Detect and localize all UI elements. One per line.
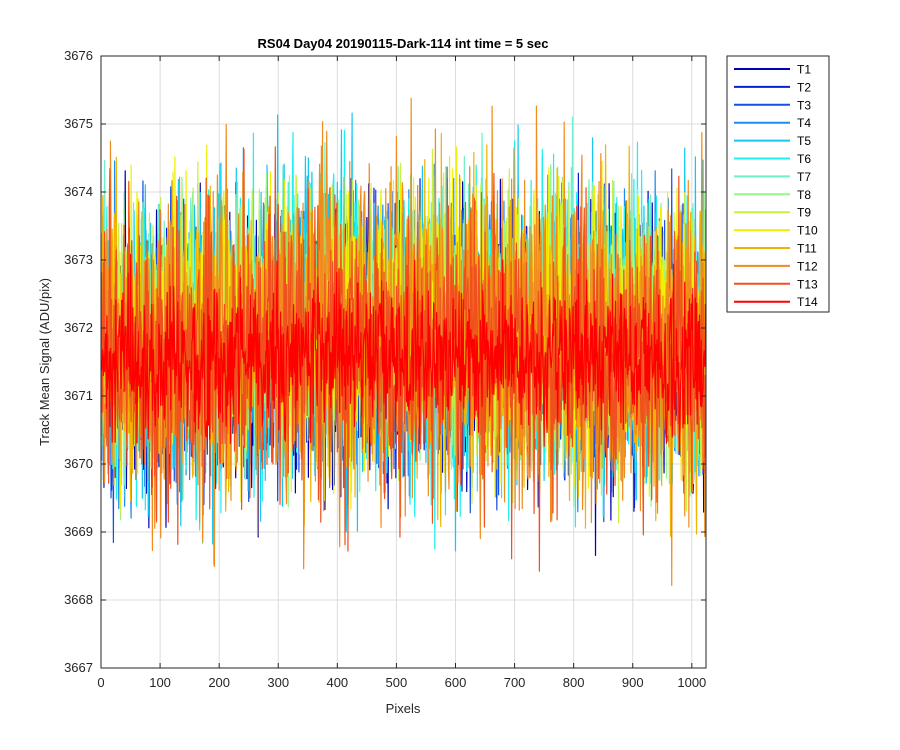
y-tick-label: 3672 xyxy=(64,320,93,335)
series-line-t14 xyxy=(101,253,706,456)
legend-box xyxy=(726,55,830,313)
legend-label-t11: T11 xyxy=(797,242,817,256)
x-tick-label: 500 xyxy=(386,675,408,690)
series-layer xyxy=(101,97,706,586)
legend-label-t3: T3 xyxy=(797,98,811,112)
y-tick-label: 3668 xyxy=(64,592,93,607)
y-axis: 3667 3668 3669 3670 3671 3672 3673 3674 3675 3676 xyxy=(64,48,706,675)
x-tick-label: 0 xyxy=(97,675,104,690)
legend-label-t1: T1 xyxy=(797,63,811,77)
legend-label-t4: T4 xyxy=(797,116,811,130)
x-tick-label: 100 xyxy=(149,675,171,690)
legend-label-t8: T8 xyxy=(797,188,811,202)
legend-label-t12: T12 xyxy=(797,259,818,273)
legend-label-t14: T14 xyxy=(797,295,818,309)
x-tick-label: 600 xyxy=(445,675,467,690)
legend-label-t9: T9 xyxy=(797,206,811,220)
legend-label-t6: T6 xyxy=(797,152,811,166)
y-tick-label: 3673 xyxy=(64,252,93,267)
x-tick-label: 700 xyxy=(504,675,526,690)
plot-frame xyxy=(100,55,707,669)
legend-label-t13: T13 xyxy=(797,277,818,291)
y-tick-label: 3669 xyxy=(64,524,93,539)
y-tick-label: 3671 xyxy=(64,388,93,403)
y-axis-label: Track Mean Signal (ADU/pix) xyxy=(37,278,52,446)
x-axis: 0 100 200 300 400 500 600 700 800 900 1000 xyxy=(97,56,706,690)
x-tick-label: 400 xyxy=(326,675,348,690)
y-tick-label: 3667 xyxy=(64,660,93,675)
x-axis-label: Pixels xyxy=(386,701,421,716)
legend-label-t5: T5 xyxy=(797,134,811,148)
x-tick-label: 300 xyxy=(267,675,289,690)
legend-label-t7: T7 xyxy=(797,170,811,184)
y-tick-label: 3670 xyxy=(64,456,93,471)
y-tick-label: 3674 xyxy=(64,184,93,199)
series-line-t13 xyxy=(101,146,706,572)
x-tick-label: 1000 xyxy=(677,675,706,690)
x-tick-label: 800 xyxy=(563,675,585,690)
x-tick-label: 200 xyxy=(208,675,230,690)
legend: T1 T2 T3 T4 T5 T6 T7 T8 T9 T10 T11 T12 T13 T14 xyxy=(726,55,830,313)
chart-title: RS04 Day04 20190115-Dark-114 int time = … xyxy=(258,36,549,51)
legend-label-t2: T2 xyxy=(797,80,811,94)
y-tick-label: 3675 xyxy=(64,116,93,131)
x-tick-label: 900 xyxy=(622,675,644,690)
y-tick-label: 3676 xyxy=(64,48,93,63)
legend-label-t10: T10 xyxy=(797,224,818,238)
